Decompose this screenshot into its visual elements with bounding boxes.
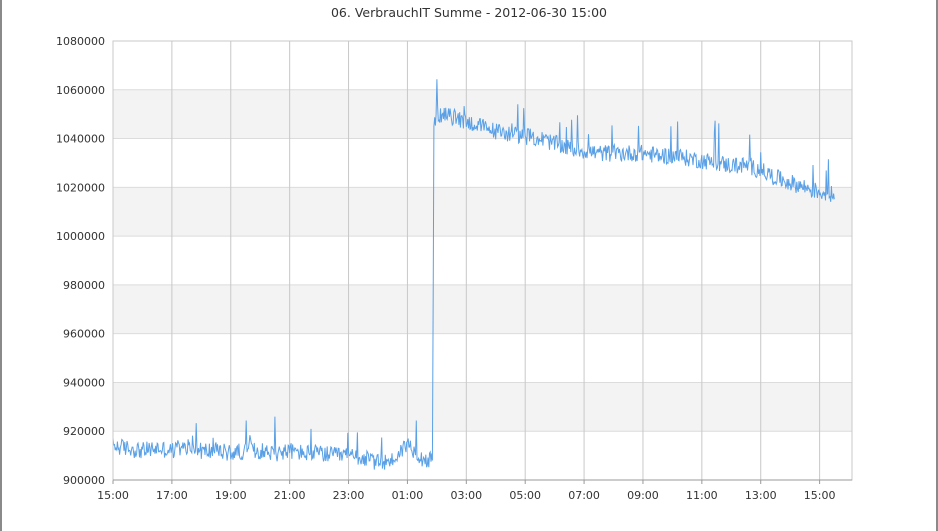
x-tick-label: 03:00 bbox=[450, 489, 482, 502]
x-tick-label: 23:00 bbox=[333, 489, 365, 502]
x-tick-label: 11:00 bbox=[686, 489, 718, 502]
y-tick-label: 920000 bbox=[63, 425, 105, 438]
x-tick-label: 13:00 bbox=[745, 489, 777, 502]
x-tick-label: 01:00 bbox=[392, 489, 424, 502]
y-tick-label: 980000 bbox=[63, 279, 105, 292]
x-tick-label: 15:00 bbox=[804, 489, 836, 502]
y-tick-label: 1000000 bbox=[56, 230, 105, 243]
y-tick-label: 1060000 bbox=[56, 84, 105, 97]
y-tick-label: 940000 bbox=[63, 376, 105, 389]
x-tick-label: 09:00 bbox=[627, 489, 659, 502]
grid-band bbox=[113, 382, 852, 432]
y-tick-label: 960000 bbox=[63, 328, 105, 341]
series-line bbox=[112, 79, 835, 470]
x-tick-label: 21:00 bbox=[274, 489, 306, 502]
grid-band bbox=[113, 284, 852, 334]
x-tick-label: 05:00 bbox=[509, 489, 541, 502]
grid-band bbox=[113, 89, 852, 139]
x-tick-label: 15:00 bbox=[97, 489, 129, 502]
y-tick-label: 1080000 bbox=[56, 35, 105, 48]
x-tick-label: 07:00 bbox=[568, 489, 600, 502]
x-tick-label: 19:00 bbox=[215, 489, 247, 502]
y-tick-label: 900000 bbox=[63, 474, 105, 487]
chart-title: 06. VerbrauchIT Summe - 2012-06-30 15:00 bbox=[330, 5, 607, 20]
grid-band bbox=[113, 187, 852, 237]
y-tick-label: 1040000 bbox=[56, 133, 105, 146]
y-tick-label: 1020000 bbox=[56, 181, 105, 194]
x-tick-label: 17:00 bbox=[156, 489, 188, 502]
